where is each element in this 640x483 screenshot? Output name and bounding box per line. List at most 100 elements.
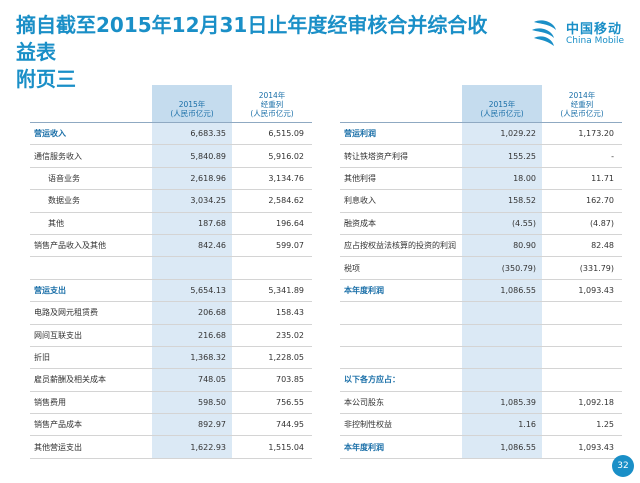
table-row: 转让铁塔资产利得 155.25-	[340, 144, 622, 168]
value-2015: 216.68	[152, 324, 232, 347]
value-2015	[152, 256, 232, 280]
value-2015: 80.90	[462, 234, 542, 258]
table-row: 非控制性权益 1.16 1.25	[340, 413, 622, 437]
row-label	[340, 324, 462, 347]
row-label: 其他营运支出	[30, 435, 152, 459]
table-row: 应占按权益法核算的投资的利润 80.90 82.48	[340, 234, 622, 258]
header-2015: 2015年 (人民币亿元)	[152, 85, 232, 123]
table-row: 雇员薪酬及相关成本 748.05 703.85	[30, 368, 312, 392]
value-2014: 1,093.43	[542, 279, 622, 303]
value-2015: (350.79)	[462, 256, 542, 280]
value-2015: 187.68	[152, 212, 232, 235]
page-number-badge: 32	[612, 455, 634, 477]
value-2015: 1,368.32	[152, 346, 232, 370]
table-row: 融资成本 (4.55) (4.87)	[340, 212, 622, 235]
value-2015: 748.05	[152, 368, 232, 392]
row-label: 营运利润	[340, 122, 462, 146]
left-income-table: 2015年 (人民币亿元) 2014年 经重列 (人民币亿元) 营运收入 6,68…	[30, 85, 312, 459]
value-2014: 82.48	[542, 234, 622, 258]
china-mobile-logo: 中国移动 China Mobile	[528, 14, 628, 54]
header-2015-year: 2015年	[178, 100, 206, 109]
value-2014: (331.79)	[542, 256, 622, 280]
row-label: 本年度利润	[340, 435, 462, 459]
row-label: 电路及网元租赁费	[30, 301, 152, 325]
table-row: 税项 (350.79) (331.79)	[340, 256, 622, 280]
row-label: 销售费用	[30, 391, 152, 415]
value-2014	[542, 324, 622, 347]
table-row: 销售产品收入及其他 842.46 599.07	[30, 234, 312, 258]
header-2014: 2014年 经重列 (人民币亿元)	[542, 85, 622, 123]
row-label: 营运支出	[30, 279, 152, 303]
value-2015: 155.25	[462, 144, 542, 168]
value-2015: 892.97	[152, 413, 232, 437]
row-label: 销售产品收入及其他	[30, 234, 152, 258]
value-2015: (4.55)	[462, 212, 542, 235]
table-row: 语音业务 2,618.96 3,134.76	[30, 167, 312, 191]
value-2015: 842.46	[152, 234, 232, 258]
header-2015-unit: (人民币亿元)	[170, 109, 214, 118]
value-2014: 235.02	[232, 324, 312, 347]
header-2014-unit: (人民币亿元)	[560, 109, 604, 118]
value-2015: 5,840.89	[152, 144, 232, 168]
value-2015: 206.68	[152, 301, 232, 325]
table-row: 营运收入 6,683.35 6,515.09	[30, 122, 312, 146]
header-2014-note: 经重列	[570, 100, 594, 109]
table-row: 其他 187.68 196.64	[30, 212, 312, 235]
row-label: 雇员薪酬及相关成本	[30, 368, 152, 392]
header-2015-year: 2015年	[488, 100, 516, 109]
value-2014	[542, 301, 622, 325]
value-2014: 1,092.18	[542, 391, 622, 415]
row-label: 网间互联支出	[30, 324, 152, 347]
table-row: 利息收入 158.52 162.70	[340, 189, 622, 213]
row-label	[340, 301, 462, 325]
value-2014: -	[542, 144, 622, 168]
row-label: 税项	[340, 256, 462, 280]
header-2014-year: 2014年	[258, 91, 286, 100]
table-row: 营运支出 5,654.13 5,341.89	[30, 279, 312, 303]
header-2015: 2015年 (人民币亿元)	[462, 85, 542, 123]
row-label: 数据业务	[30, 189, 152, 213]
row-label: 其他	[30, 212, 152, 235]
value-2014	[542, 368, 622, 392]
table-row: 其他利得 18.00 11.71	[340, 167, 622, 191]
table-row	[340, 324, 622, 347]
header-label-cell	[340, 85, 462, 123]
row-label: 语音业务	[30, 167, 152, 191]
table-header-row: 2015年 (人民币亿元) 2014年 经重列 (人民币亿元)	[340, 85, 622, 123]
value-2015: 1,085.39	[462, 391, 542, 415]
value-2014: 196.64	[232, 212, 312, 235]
value-2014: 756.55	[232, 391, 312, 415]
table-row: 以下各方应占：	[340, 368, 622, 392]
table-row: 营运利润 1,029.22 1,173.20	[340, 122, 622, 146]
table-row	[30, 256, 312, 280]
row-label: 利息收入	[340, 189, 462, 213]
value-2014: 1,173.20	[542, 122, 622, 146]
table-row	[340, 301, 622, 325]
row-label	[30, 256, 152, 280]
header-2014: 2014年 经重列 (人民币亿元)	[232, 85, 312, 123]
value-2015: 6,683.35	[152, 122, 232, 146]
value-2014: 5,341.89	[232, 279, 312, 303]
header-2014-note: 经重列	[260, 100, 284, 109]
row-label: 应占按权益法核算的投资的利润	[340, 234, 462, 258]
table-row: 网间互联支出 216.68 235.02	[30, 324, 312, 347]
table-row: 销售费用 598.50 756.55	[30, 391, 312, 415]
row-label: 其他利得	[340, 167, 462, 191]
row-label: 以下各方应占：	[340, 368, 462, 392]
value-2014: 1,515.04	[232, 435, 312, 459]
row-label: 销售产品成本	[30, 413, 152, 437]
row-label: 营运收入	[30, 122, 152, 146]
value-2014: 11.71	[542, 167, 622, 191]
value-2015	[462, 324, 542, 347]
row-label: 非控制性权益	[340, 413, 462, 437]
table-row: 通信服务收入 5,840.89 5,916.02	[30, 144, 312, 168]
table-row: 折旧 1,368.32 1,228.05	[30, 346, 312, 370]
value-2015: 1,086.55	[462, 279, 542, 303]
table-row: 本公司股东 1,085.39 1,092.18	[340, 391, 622, 415]
logo-text-cn: 中国移动	[566, 22, 623, 37]
table-row: 数据业务 3,034.25 2,584.62	[30, 189, 312, 213]
value-2015: 1,086.55	[462, 435, 542, 459]
table-row: 其他营运支出 1,622.93 1,515.04	[30, 435, 312, 459]
value-2014: 6,515.09	[232, 122, 312, 146]
table-row: 电路及网元租赁费 206.68 158.43	[30, 301, 312, 325]
